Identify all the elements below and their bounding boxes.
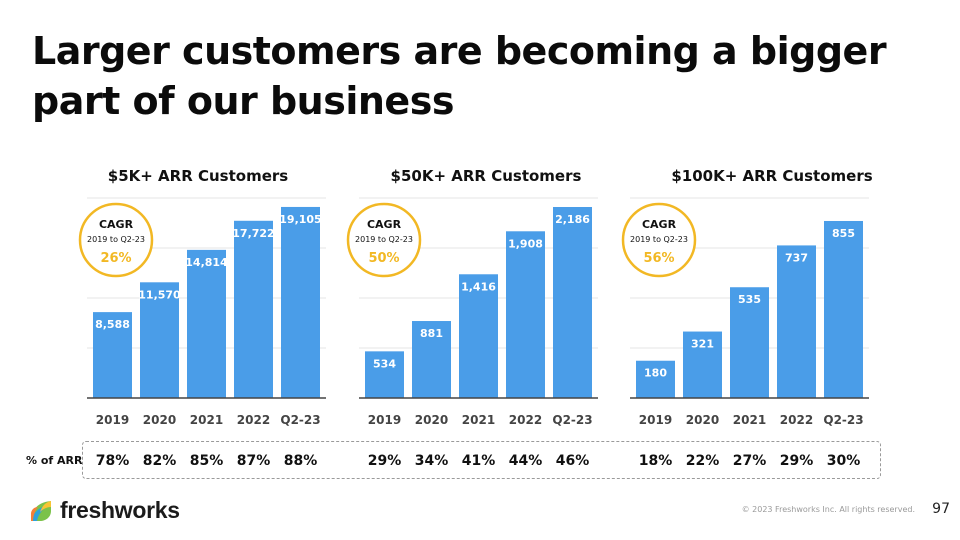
freshworks-logo-icon	[31, 500, 51, 521]
pct-of-arr-0-3: 87%	[236, 453, 271, 469]
bar-2-4	[824, 220, 863, 398]
bar-0-4	[281, 206, 320, 398]
pct-of-arr-1-1: 34%	[414, 453, 449, 469]
bar-label-2-2: 535	[738, 293, 761, 306]
bar-0-1	[140, 282, 179, 398]
tick-label-2-0: 2019	[639, 413, 672, 427]
bar-0-3	[234, 220, 273, 398]
chart-title-0: $5K+ ARR Customers	[108, 167, 289, 185]
bar-1-1	[412, 321, 451, 398]
tick-label-1-4: Q2-23	[552, 413, 592, 427]
cagr-period-2: 2019 to Q2-23	[630, 235, 688, 244]
pct-of-arr-label: % of ARR	[26, 454, 83, 467]
tick-label-2-2: 2021	[733, 413, 766, 427]
cagr-value-2: 56%	[643, 251, 674, 266]
bar-label-1-2: 1,416	[461, 280, 496, 293]
tick-label-2-1: 2020	[686, 413, 719, 427]
tick-label-0-1: 2020	[143, 413, 176, 427]
cagr-title-1: CAGR	[367, 218, 402, 231]
bar-label-2-1: 321	[691, 338, 714, 351]
pct-of-arr-box	[82, 441, 881, 479]
cagr-title-2: CAGR	[642, 218, 677, 231]
bar-label-2-4: 855	[832, 227, 855, 240]
tick-label-2-3: 2022	[780, 413, 813, 427]
bar-2-0	[636, 360, 675, 398]
tick-label-1-2: 2021	[462, 413, 495, 427]
tick-label-1-1: 2020	[415, 413, 448, 427]
pct-of-arr-0-1: 82%	[142, 453, 177, 469]
pct-of-arr-1-2: 41%	[461, 453, 496, 469]
pct-of-arr-0-2: 85%	[189, 453, 224, 469]
page-number: 97	[932, 501, 950, 517]
cagr-circle-1	[346, 202, 422, 278]
slide-title: Larger customers are becoming a bigger p…	[32, 29, 887, 123]
copyright: © 2023 Freshworks Inc. All rights reserv…	[741, 505, 915, 514]
freshworks-logo: freshworks	[28, 497, 180, 524]
bar-2-3	[777, 245, 816, 398]
bar-label-0-0: 8,588	[95, 318, 130, 331]
pct-of-arr-2-4: 30%	[826, 453, 861, 469]
bar-1-4	[553, 206, 592, 398]
bar-label-0-3: 17,722	[232, 227, 274, 240]
bar-label-1-0: 534	[373, 357, 396, 370]
freshworks-logo-text: freshworks	[60, 497, 180, 523]
pct-of-arr-0-4: 88%	[283, 453, 318, 469]
pct-of-arr-2-2: 27%	[732, 453, 767, 469]
cagr-value-0: 26%	[100, 251, 131, 266]
pct-of-arr-1-4: 46%	[555, 453, 590, 469]
cagr-value-1: 50%	[368, 251, 399, 266]
chart-title-2: $100K+ ARR Customers	[671, 167, 872, 185]
bar-2-2	[730, 287, 769, 398]
tick-label-0-3: 2022	[237, 413, 270, 427]
tick-label-0-0: 2019	[96, 413, 129, 427]
pct-of-arr-2-1: 22%	[685, 453, 720, 469]
cagr-period-0: 2019 to Q2-23	[87, 235, 145, 244]
cagr-circle-2	[621, 202, 697, 278]
pct-of-arr-0-0: 78%	[95, 453, 130, 469]
bar-label-0-4: 19,105	[279, 213, 321, 226]
bar-1-3	[506, 231, 545, 398]
pct-of-arr-2-0: 18%	[638, 453, 673, 469]
tick-label-1-0: 2019	[368, 413, 401, 427]
tick-label-0-4: Q2-23	[280, 413, 320, 427]
tick-label-0-2: 2021	[190, 413, 223, 427]
bar-label-1-1: 881	[420, 327, 443, 340]
pct-of-arr-1-3: 44%	[508, 453, 543, 469]
bar-label-0-1: 11,570	[138, 288, 181, 301]
cagr-circle-0	[78, 202, 154, 278]
bar-label-0-2: 14,814	[185, 256, 228, 269]
bar-0-2	[187, 249, 226, 398]
bar-1-2	[459, 274, 498, 398]
pct-of-arr-1-0: 29%	[367, 453, 402, 469]
pct-of-arr-2-3: 29%	[779, 453, 814, 469]
bar-1-0	[365, 351, 404, 398]
bar-label-1-4: 2,186	[555, 213, 590, 226]
chart-title-1: $50K+ ARR Customers	[391, 167, 582, 185]
cagr-period-1: 2019 to Q2-23	[355, 235, 413, 244]
bar-label-2-3: 737	[785, 251, 808, 264]
tick-label-2-4: Q2-23	[823, 413, 863, 427]
bar-0-0	[93, 312, 132, 398]
tick-label-1-3: 2022	[509, 413, 542, 427]
bar-label-1-3: 1,908	[508, 237, 543, 250]
bar-2-1	[683, 331, 722, 398]
bar-label-2-0: 180	[644, 367, 667, 380]
cagr-title-0: CAGR	[99, 218, 134, 231]
charts-canvas: $5K+ ARR Customers 8,588 2019 11,570 2020 14,…	[78, 167, 873, 427]
